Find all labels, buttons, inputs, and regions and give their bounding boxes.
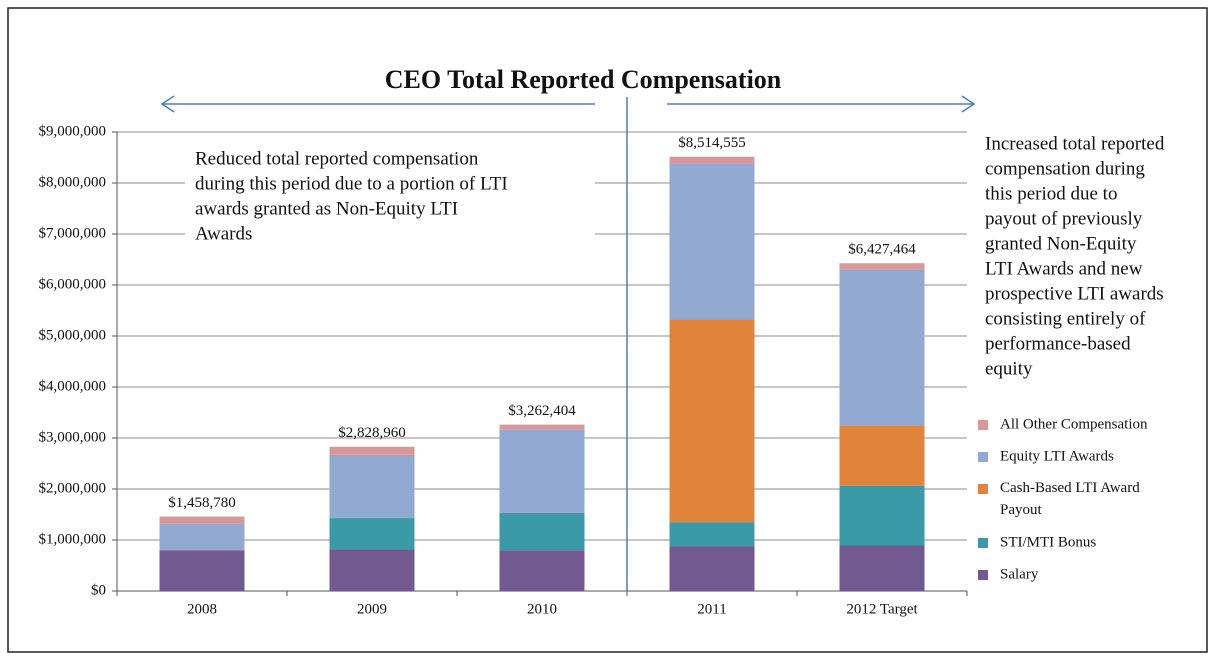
legend-swatch — [978, 484, 988, 494]
annotation-text: Increased total reported — [985, 133, 1165, 154]
bar-segment — [839, 485, 925, 546]
bar-segment — [499, 550, 585, 591]
annotation-background — [975, 130, 1195, 385]
bar-segment — [329, 454, 415, 519]
bar-segment — [499, 429, 585, 513]
annotation-text: performance-based — [985, 333, 1131, 354]
annotation-text: LTI Awards and new — [985, 258, 1143, 279]
total-label: $3,262,404 — [508, 403, 576, 419]
bar-segment — [669, 156, 755, 164]
annotation-text: compensation during — [985, 158, 1145, 179]
bar-segment — [669, 163, 755, 320]
legend-label: All Other Compensation — [1000, 416, 1148, 432]
legend-label: STI/MTI Bonus — [1000, 534, 1096, 550]
x-tick-label: 2009 — [357, 601, 387, 617]
legend-swatch — [978, 570, 988, 580]
bar-segment — [499, 512, 585, 551]
bar-segment — [669, 522, 755, 547]
y-tick-label: $8,000,000 — [39, 174, 107, 190]
annotation-text: prospective LTI awards — [985, 283, 1164, 304]
frame — [7, 7, 1208, 653]
legend-label: Salary — [1000, 566, 1039, 582]
bar-segment — [159, 516, 245, 524]
bar-segment — [669, 546, 755, 591]
bar-segment — [499, 424, 585, 430]
y-tick-label: $6,000,000 — [39, 276, 107, 292]
annotation-text: awards granted as Non-Equity LTI — [195, 198, 458, 219]
annotation-text: this period due to — [985, 183, 1117, 204]
y-tick-label: $7,000,000 — [39, 225, 107, 241]
bar-segment — [329, 518, 415, 550]
annotation-text: during this period due to a portion of L… — [195, 173, 508, 194]
y-tick-label: $1,000,000 — [39, 531, 107, 547]
total-label: $1,458,780 — [168, 495, 236, 511]
bar-segment — [159, 523, 245, 551]
legend-label: Equity LTI Awards — [1000, 448, 1114, 464]
x-tick-label: 2011 — [697, 601, 726, 617]
bar-segment — [839, 425, 925, 486]
legend-label: Cash-Based LTI Award Payout — [1000, 480, 1140, 518]
legend-label-line: Cash-Based LTI Award — [1000, 480, 1140, 496]
bar-segment — [839, 269, 925, 426]
x-tick-label: 2012 Target — [846, 601, 918, 617]
annotation-text: consisting entirely of — [985, 308, 1146, 329]
y-tick-label: $0 — [91, 582, 106, 598]
x-tick-label: 2008 — [187, 601, 217, 617]
x-tick-label: 2010 — [527, 601, 557, 617]
bar-segment — [329, 549, 415, 591]
y-tick-label: $5,000,000 — [39, 327, 107, 343]
legend-swatch — [978, 538, 988, 548]
bar-segment — [329, 446, 415, 455]
legend-swatch — [978, 420, 988, 430]
y-tick-label: $4,000,000 — [39, 378, 107, 394]
total-label: $2,828,960 — [338, 425, 406, 441]
bar-segment — [159, 550, 245, 591]
annotation-text: granted Non-Equity — [985, 233, 1137, 254]
bar-segment — [839, 545, 925, 591]
annotation-text: Awards — [195, 223, 252, 244]
legend-label-line: Payout — [1000, 502, 1043, 518]
bar-segment — [669, 319, 755, 523]
annotation-background — [185, 145, 595, 250]
y-tick-label: $3,000,000 — [39, 429, 107, 445]
annotation-text: payout of previously — [985, 208, 1143, 229]
right-arrow — [667, 95, 976, 113]
legend-swatch — [978, 452, 988, 462]
bar-segment — [839, 263, 925, 270]
annotation-text: equity — [985, 358, 1033, 379]
y-tick-label: $9,000,000 — [39, 123, 107, 139]
chart-title: CEO Total Reported Compensation — [385, 65, 782, 94]
y-tick-label: $2,000,000 — [39, 480, 107, 496]
total-label: $6,427,464 — [848, 242, 916, 258]
annotation-text: Reduced total reported compensation — [195, 148, 479, 169]
left-arrow — [160, 95, 595, 113]
total-label: $8,514,555 — [678, 135, 746, 151]
